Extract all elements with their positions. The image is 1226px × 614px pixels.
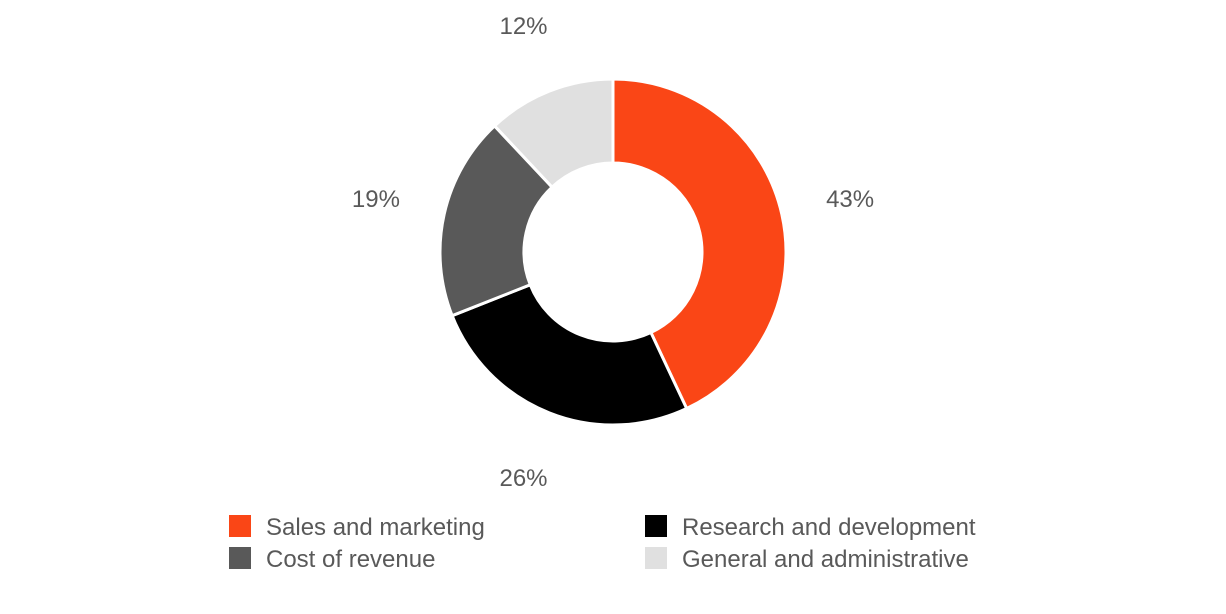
legend-swatch-general-and-administrative xyxy=(645,547,667,569)
slice-labels: 43% 26% 19% 12% xyxy=(352,13,874,492)
slice-cost-of-revenue xyxy=(438,123,555,318)
legend-swatch-sales-and-marketing xyxy=(229,515,251,537)
legend: Sales and marketing Research and developm… xyxy=(229,514,976,573)
legend-label-cost-of-revenue: Cost of revenue xyxy=(266,546,435,573)
slice-label-general-and-administrative: 12% xyxy=(499,13,547,40)
legend-swatch-research-and-development xyxy=(645,515,667,537)
slice-research-and-development xyxy=(450,282,689,427)
legend-swatch-cost-of-revenue xyxy=(229,547,251,569)
legend-label-general-and-administrative: General and administrative xyxy=(682,546,969,573)
legend-label-sales-and-marketing: Sales and marketing xyxy=(266,514,485,541)
slice-label-research-and-development: 26% xyxy=(499,465,547,492)
slice-label-sales-and-marketing: 43% xyxy=(826,186,874,213)
slice-general-and-administrative xyxy=(492,77,615,190)
slice-sales-and-marketing xyxy=(611,77,788,411)
slice-label-cost-of-revenue: 19% xyxy=(352,186,400,213)
donut-slices xyxy=(438,77,788,427)
legend-label-research-and-development: Research and development xyxy=(682,514,976,541)
